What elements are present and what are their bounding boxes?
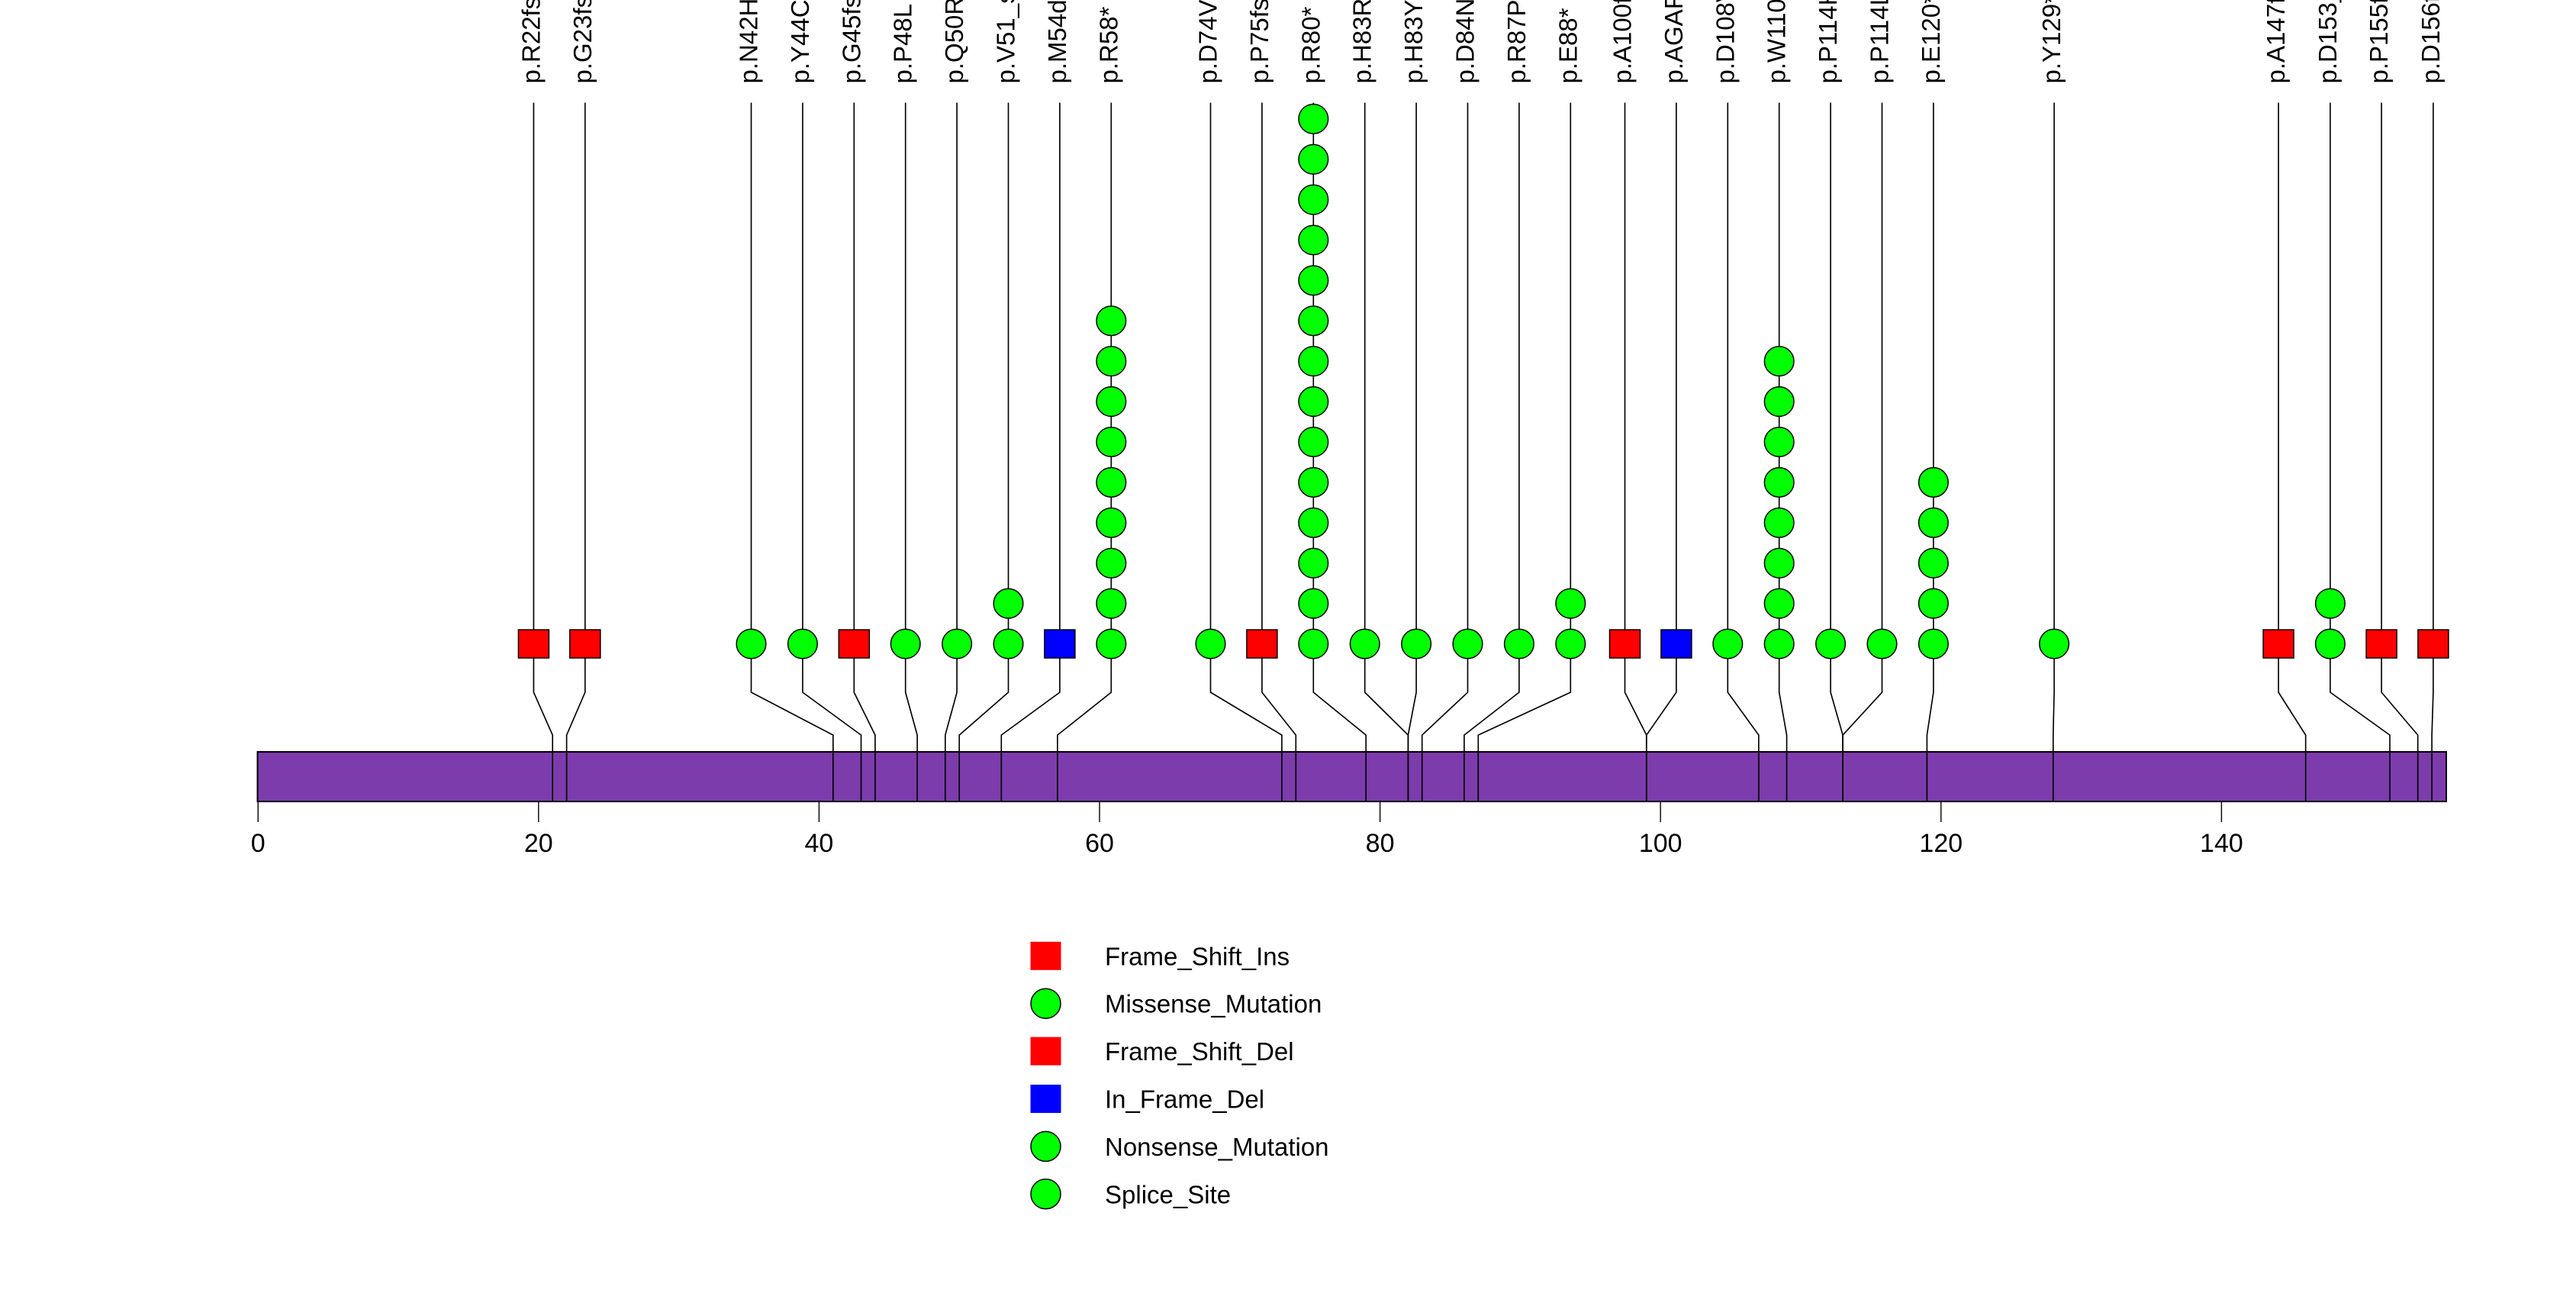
svg-text:p.D153_del: p.D153_del <box>2314 0 2342 84</box>
svg-text:p.Y129*: p.Y129* <box>2037 0 2066 84</box>
svg-text:p.H83Y: p.H83Y <box>1399 0 1428 84</box>
svg-text:p.Y44C: p.Y44C <box>786 0 814 84</box>
svg-text:p.R22fs: p.R22fs <box>517 0 545 84</box>
svg-text:40: 40 <box>804 829 833 858</box>
svg-text:p.P155fs: p.P155fs <box>2365 0 2393 84</box>
svg-text:p.P114L: p.P114L <box>1866 0 1894 84</box>
svg-text:p.P75fs: p.P75fs <box>1245 0 1274 84</box>
svg-text:p.D84N: p.D84N <box>1451 0 1480 84</box>
svg-text:p.AGAF100fs: p.AGAF100fs <box>1660 0 1688 84</box>
svg-text:Missense_Mutation: Missense_Mutation <box>1105 990 1322 1018</box>
svg-text:p.R58*: p.R58* <box>1094 6 1122 83</box>
svg-text:p.W110*: p.W110* <box>1763 0 1791 84</box>
svg-text:0: 0 <box>251 829 266 858</box>
svg-text:80: 80 <box>1366 829 1395 858</box>
svg-text:p.E120*: p.E120* <box>1917 0 1945 84</box>
svg-text:Frame_Shift_Del: Frame_Shift_Del <box>1105 1037 1294 1066</box>
svg-text:p.A147fs: p.A147fs <box>2262 0 2290 84</box>
svg-text:p.R87P: p.R87P <box>1502 0 1531 84</box>
svg-text:p.M54del: p.M54del <box>1043 0 1071 84</box>
svg-text:Nonsense_Mutation: Nonsense_Mutation <box>1105 1133 1329 1161</box>
svg-text:p.A100fs: p.A100fs <box>1608 0 1637 84</box>
svg-text:p.H83R: p.H83R <box>1348 0 1377 84</box>
svg-text:100: 100 <box>1639 829 1682 858</box>
svg-text:20: 20 <box>524 829 553 858</box>
svg-text:p.D74V: p.D74V <box>1194 0 1222 84</box>
svg-text:p.G23fs: p.G23fs <box>568 0 597 84</box>
svg-text:p.G45fs: p.G45fs <box>837 0 865 84</box>
svg-text:140: 140 <box>2200 829 2243 858</box>
svg-text:p.R80*: p.R80* <box>1296 6 1325 83</box>
svg-text:p.D108V: p.D108V <box>1711 0 1739 84</box>
svg-text:Splice_Site: Splice_Site <box>1105 1180 1231 1208</box>
svg-text:p.V51_splice: p.V51_splice <box>992 0 1020 84</box>
svg-text:p.P114H: p.P114H <box>1814 0 1842 84</box>
svg-text:p.Q50R: p.Q50R <box>940 0 968 84</box>
svg-text:p.N42H: p.N42H <box>735 0 763 84</box>
svg-text:Frame_Shift_Ins: Frame_Shift_Ins <box>1105 942 1290 970</box>
svg-text:p.P48L: p.P48L <box>889 4 917 84</box>
svg-text:In_Frame_Del: In_Frame_Del <box>1105 1085 1264 1114</box>
svg-text:120: 120 <box>1919 829 1963 858</box>
svg-text:60: 60 <box>1085 829 1114 858</box>
svg-text:p.E88*: p.E88* <box>1554 8 1582 83</box>
svg-text:p.D156fs: p.D156fs <box>2417 0 2445 84</box>
